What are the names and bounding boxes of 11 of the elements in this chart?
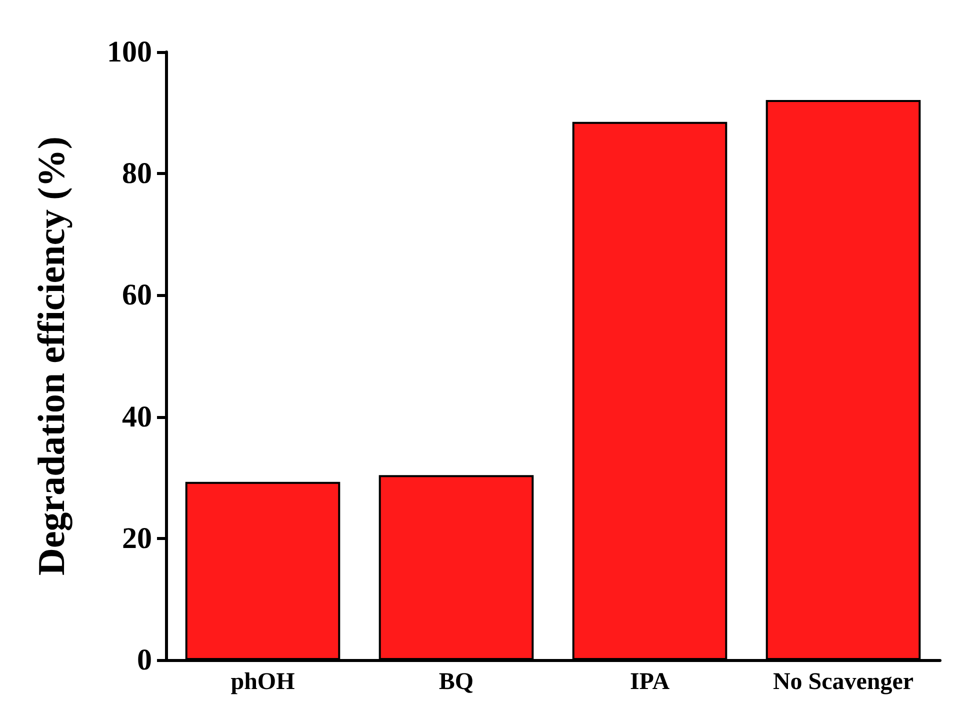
y-tick-label: 60 (122, 278, 152, 312)
y-tick-label: 20 (122, 522, 152, 555)
x-tick-label: BQ (438, 669, 474, 695)
x-tick-label: phOH (230, 669, 296, 695)
x-tick-label: IPA (630, 669, 670, 695)
y-axis-title: Degradation efficiency (%) (31, 136, 73, 576)
x-tick-label: No Scavenger (772, 669, 914, 695)
y-tick-label: 100 (107, 36, 152, 68)
y-tick-label: 0 (137, 644, 152, 676)
y-tick-label: 40 (122, 400, 152, 434)
y-tick-label: 80 (122, 157, 152, 190)
